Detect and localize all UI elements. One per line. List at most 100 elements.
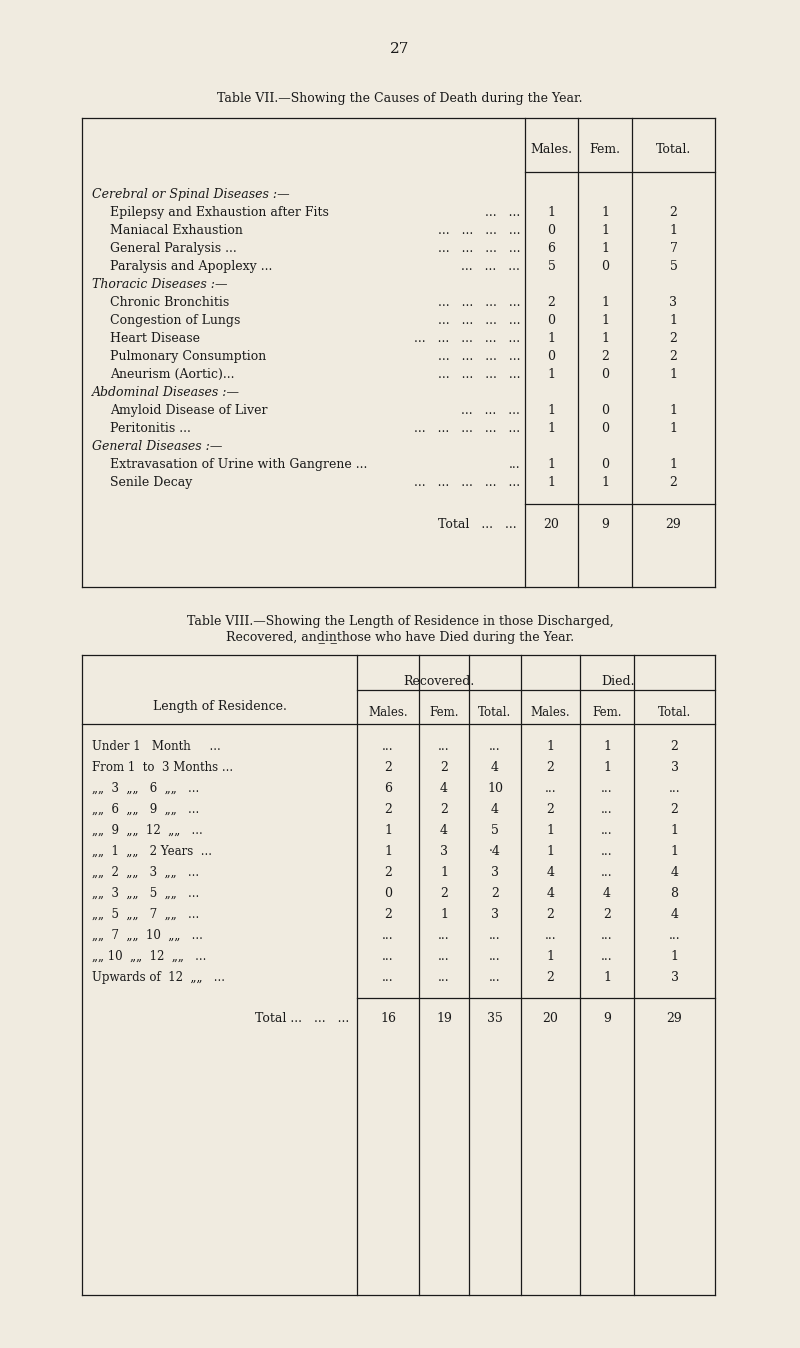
Text: 0: 0 (601, 422, 609, 435)
Text: ...: ... (601, 950, 613, 962)
Text: 27: 27 (390, 42, 410, 57)
Text: 1: 1 (670, 845, 678, 857)
Text: ...: ... (382, 950, 394, 962)
Text: ...: ... (489, 929, 501, 942)
Text: 1: 1 (547, 422, 555, 435)
Text: Males.: Males. (530, 143, 573, 156)
Text: 0: 0 (601, 368, 609, 381)
Text: 1: 1 (547, 332, 555, 345)
Text: 1: 1 (547, 476, 555, 489)
Text: Chronic Bronchitis: Chronic Bronchitis (110, 297, 230, 309)
Text: ...: ... (438, 971, 450, 984)
Text: Males.: Males. (368, 706, 408, 718)
Text: 0: 0 (601, 404, 609, 417)
Text: Aneurism (Aortic)...: Aneurism (Aortic)... (110, 368, 234, 381)
Text: 35: 35 (487, 1012, 503, 1024)
Text: ...: ... (601, 782, 613, 795)
Text: ...   ...   ...   ...: ... ... ... ... (438, 350, 520, 363)
Text: Amyloid Disease of Liver: Amyloid Disease of Liver (110, 404, 267, 417)
Text: 4: 4 (491, 762, 499, 774)
Text: ...: ... (545, 782, 556, 795)
Text: ...: ... (489, 971, 501, 984)
Text: 2: 2 (440, 803, 448, 816)
Text: ...: ... (438, 740, 450, 754)
Text: 0: 0 (601, 260, 609, 274)
Text: 2: 2 (670, 803, 678, 816)
Text: 1: 1 (546, 950, 554, 962)
Text: Cerebral or Spinal Diseases :—: Cerebral or Spinal Diseases :— (92, 187, 290, 201)
Text: „„  6  „„   9  „„   ...: „„ 6 „„ 9 „„ ... (92, 803, 199, 816)
Text: 1: 1 (384, 824, 392, 837)
Text: 29: 29 (666, 1012, 682, 1024)
Text: 3: 3 (670, 762, 678, 774)
Text: 9: 9 (601, 518, 609, 531)
Text: ...: ... (601, 845, 613, 857)
Text: ...   ...   ...   ...   ...: ... ... ... ... ... (414, 422, 520, 435)
Text: 1: 1 (601, 314, 609, 328)
Text: 20: 20 (543, 518, 559, 531)
Text: 1: 1 (601, 332, 609, 345)
Text: 4: 4 (603, 887, 611, 900)
Text: ...   ...   ...   ...: ... ... ... ... (438, 297, 520, 309)
Text: Died.: Died. (602, 675, 634, 687)
Text: „„  9  „„  12  „„   ...: „„ 9 „„ 12 „„ ... (92, 824, 202, 837)
Text: 2: 2 (546, 762, 554, 774)
Text: „„  3  „„   6  „„   ...: „„ 3 „„ 6 „„ ... (92, 782, 199, 795)
Text: ·4: ·4 (489, 845, 501, 857)
Text: 5: 5 (547, 260, 555, 274)
Text: 1: 1 (547, 206, 555, 218)
Text: 10: 10 (487, 782, 503, 795)
Text: 1: 1 (601, 206, 609, 218)
Text: Under 1   Month     ...: Under 1 Month ... (92, 740, 221, 754)
Text: ...: ... (601, 865, 613, 879)
Text: 3: 3 (670, 971, 678, 984)
Text: 2: 2 (601, 350, 609, 363)
Text: Total.: Total. (656, 143, 691, 156)
Text: 7: 7 (670, 243, 678, 255)
Text: Total.: Total. (478, 706, 512, 718)
Text: 1: 1 (384, 845, 392, 857)
Text: ...: ... (382, 740, 394, 754)
Text: Recovered.: Recovered. (403, 675, 474, 687)
Text: 1: 1 (601, 297, 609, 309)
Text: ...   ...   ...   ...: ... ... ... ... (438, 314, 520, 328)
Text: Fem.: Fem. (430, 706, 458, 718)
Text: 1: 1 (546, 824, 554, 837)
Text: 2: 2 (384, 803, 392, 816)
Text: 2: 2 (670, 206, 678, 218)
Text: 1: 1 (601, 243, 609, 255)
Text: ...: ... (489, 950, 501, 962)
Text: Senile Decay: Senile Decay (110, 476, 192, 489)
Text: Abdominal Diseases :—: Abdominal Diseases :— (92, 386, 240, 399)
Text: ...: ... (669, 782, 680, 795)
Text: 1: 1 (670, 422, 678, 435)
Text: ...: ... (508, 458, 520, 470)
Text: 1: 1 (440, 865, 448, 879)
Text: Heart Disease: Heart Disease (110, 332, 200, 345)
Text: ...   ...   ...   ...: ... ... ... ... (438, 243, 520, 255)
Text: 1: 1 (601, 224, 609, 237)
Text: ...: ... (601, 929, 613, 942)
Text: Upwards of  12  „„   ...: Upwards of 12 „„ ... (92, 971, 225, 984)
Text: 1: 1 (547, 368, 555, 381)
Text: „„  1  „„   2 Years  ...: „„ 1 „„ 2 Years ... (92, 845, 212, 857)
Text: From 1  to  3 Months ...: From 1 to 3 Months ... (92, 762, 233, 774)
Text: 1: 1 (601, 476, 609, 489)
Text: 1: 1 (546, 845, 554, 857)
Text: ...   ...: ... ... (485, 206, 520, 218)
Text: „„  3  „„   5  „„   ...: „„ 3 „„ 5 „„ ... (92, 887, 199, 900)
Text: 1: 1 (670, 314, 678, 328)
Text: 1: 1 (670, 224, 678, 237)
Text: 0: 0 (547, 314, 555, 328)
Text: ...: ... (382, 971, 394, 984)
Text: 29: 29 (666, 518, 682, 531)
Text: 9: 9 (603, 1012, 611, 1024)
Text: ...   ...   ...   ...: ... ... ... ... (438, 224, 520, 237)
Text: 3: 3 (670, 297, 678, 309)
Text: 6: 6 (547, 243, 555, 255)
Text: 2: 2 (547, 297, 555, 309)
Text: Recovered, and̲in̲those who have Died during the Year.: Recovered, and̲in̲those who have Died du… (226, 631, 574, 644)
Text: ...   ...   ...   ...   ...: ... ... ... ... ... (414, 332, 520, 345)
Text: 19: 19 (436, 1012, 452, 1024)
Text: 6: 6 (384, 782, 392, 795)
